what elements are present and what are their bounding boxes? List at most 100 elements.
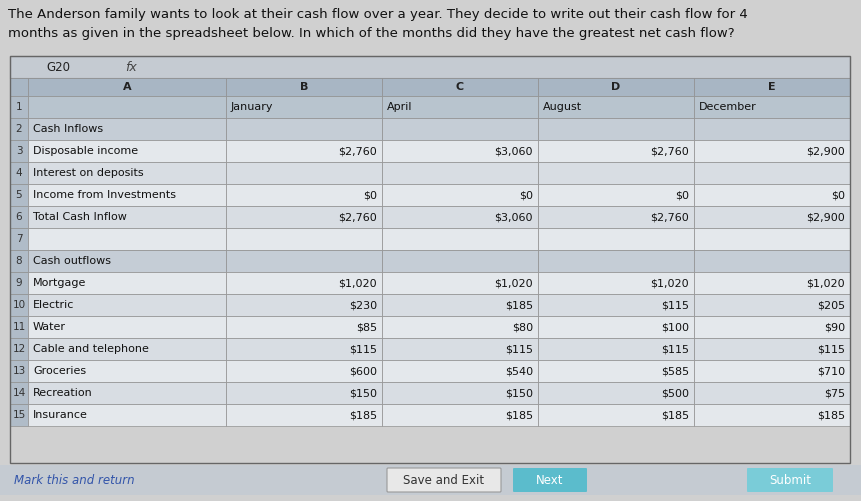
Bar <box>28 382 226 404</box>
Text: January: January <box>231 102 273 112</box>
Text: $75: $75 <box>823 388 844 398</box>
Bar <box>537 404 693 426</box>
Bar <box>693 338 849 360</box>
Bar <box>381 118 537 140</box>
Text: Save and Exit: Save and Exit <box>403 473 484 486</box>
Bar <box>226 338 381 360</box>
Bar <box>10 250 28 272</box>
Text: $2,760: $2,760 <box>649 146 688 156</box>
Bar <box>10 96 28 118</box>
Text: $150: $150 <box>505 388 532 398</box>
Text: $2,900: $2,900 <box>805 146 844 156</box>
Bar <box>693 316 849 338</box>
Bar <box>10 140 28 162</box>
Text: Interest on deposits: Interest on deposits <box>33 168 144 178</box>
Text: $1,020: $1,020 <box>649 278 688 288</box>
Bar <box>537 78 693 96</box>
Bar <box>226 140 381 162</box>
Text: 14: 14 <box>12 388 26 398</box>
Bar <box>381 382 537 404</box>
Text: 5: 5 <box>15 190 22 200</box>
Bar <box>537 316 693 338</box>
Bar <box>28 162 226 184</box>
Text: August: August <box>542 102 581 112</box>
Text: Electric: Electric <box>33 300 74 310</box>
Bar <box>693 140 849 162</box>
Bar <box>537 272 693 294</box>
Bar <box>226 96 381 118</box>
Text: 4: 4 <box>15 168 22 178</box>
Bar <box>226 206 381 228</box>
Bar <box>381 294 537 316</box>
Text: 11: 11 <box>12 322 26 332</box>
Bar <box>0 0 861 54</box>
Bar <box>537 294 693 316</box>
Text: Cash Inflows: Cash Inflows <box>33 124 103 134</box>
Text: 10: 10 <box>12 300 26 310</box>
Bar <box>381 184 537 206</box>
Bar <box>381 316 537 338</box>
Bar <box>28 96 226 118</box>
Bar <box>10 228 28 250</box>
Bar <box>381 250 537 272</box>
Text: $150: $150 <box>349 388 376 398</box>
Text: A: A <box>122 82 131 92</box>
Text: $80: $80 <box>511 322 532 332</box>
Text: G20: G20 <box>46 61 70 74</box>
Bar <box>226 228 381 250</box>
Bar <box>28 316 226 338</box>
Text: 13: 13 <box>12 366 26 376</box>
Text: 6: 6 <box>15 212 22 222</box>
Bar <box>537 250 693 272</box>
Bar <box>537 118 693 140</box>
Text: $2,900: $2,900 <box>805 212 844 222</box>
Text: Cable and telephone: Cable and telephone <box>33 344 149 354</box>
Text: $185: $185 <box>349 410 376 420</box>
Bar <box>381 360 537 382</box>
Bar <box>28 272 226 294</box>
Text: $2,760: $2,760 <box>649 212 688 222</box>
Bar <box>28 78 226 96</box>
Text: Cash outflows: Cash outflows <box>33 256 111 266</box>
Bar <box>693 250 849 272</box>
Text: Water: Water <box>33 322 66 332</box>
Bar <box>28 360 226 382</box>
Text: $2,760: $2,760 <box>338 212 376 222</box>
Bar <box>226 404 381 426</box>
Bar <box>381 140 537 162</box>
Bar <box>10 206 28 228</box>
Text: 9: 9 <box>15 278 22 288</box>
Text: B: B <box>300 82 308 92</box>
Text: $2,760: $2,760 <box>338 146 376 156</box>
Bar <box>10 56 849 463</box>
Bar <box>226 184 381 206</box>
Text: Insurance: Insurance <box>33 410 88 420</box>
Text: $100: $100 <box>660 322 688 332</box>
Text: $115: $115 <box>660 344 688 354</box>
Bar <box>226 294 381 316</box>
Bar <box>226 360 381 382</box>
Text: $85: $85 <box>356 322 376 332</box>
Text: April: April <box>387 102 412 112</box>
Text: $115: $115 <box>660 300 688 310</box>
Text: Submit: Submit <box>768 473 810 486</box>
Bar <box>537 96 693 118</box>
Text: $3,060: $3,060 <box>494 212 532 222</box>
Bar <box>226 382 381 404</box>
Bar <box>381 272 537 294</box>
Bar <box>226 272 381 294</box>
Text: $115: $115 <box>349 344 376 354</box>
Bar <box>537 140 693 162</box>
Text: $1,020: $1,020 <box>338 278 376 288</box>
Text: Mortgage: Mortgage <box>33 278 86 288</box>
FancyBboxPatch shape <box>387 468 500 492</box>
Text: 2: 2 <box>15 124 22 134</box>
Text: 7: 7 <box>15 234 22 244</box>
Text: 12: 12 <box>12 344 26 354</box>
Bar <box>10 338 28 360</box>
Bar <box>10 272 28 294</box>
Bar <box>226 316 381 338</box>
Bar <box>10 294 28 316</box>
Text: Next: Next <box>536 473 563 486</box>
Bar <box>693 96 849 118</box>
